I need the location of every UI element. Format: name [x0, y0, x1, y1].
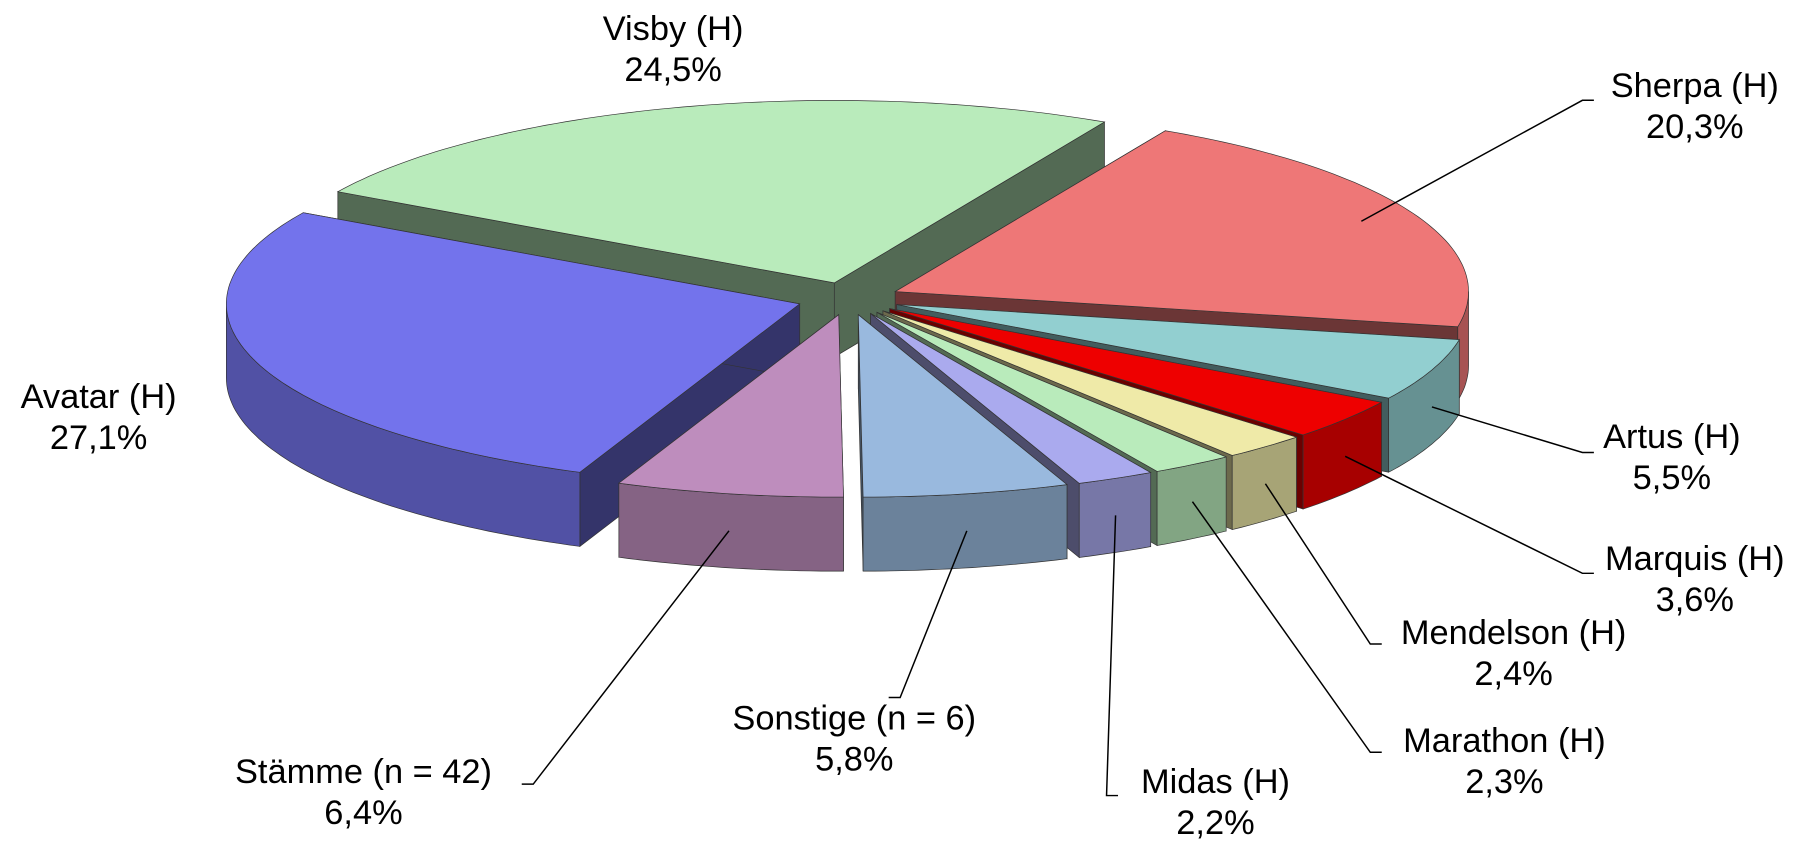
leader-line — [888, 530, 968, 699]
slice — [894, 130, 1469, 328]
slice-wall — [1156, 456, 1227, 546]
slice — [870, 313, 1152, 484]
slice — [618, 314, 844, 498]
leader-line — [1344, 455, 1594, 575]
value-label: 3,6% — [1656, 581, 1734, 619]
value-label: 2,2% — [1176, 804, 1254, 842]
value-label: 5,8% — [815, 741, 893, 779]
slice — [896, 304, 1460, 399]
value-label: 2,3% — [1465, 763, 1543, 801]
leader-line — [1360, 99, 1594, 222]
slice — [857, 313, 1068, 498]
category-label: Artus (H) — [1603, 418, 1741, 456]
category-label: Avatar (H) — [21, 378, 177, 416]
category-label: Visby (H) — [603, 10, 744, 48]
pie — [226, 100, 1469, 572]
value-label: 24,5% — [624, 51, 721, 89]
slice — [882, 310, 1298, 456]
category-label: Sherpa (H) — [1611, 67, 1779, 105]
slice — [889, 308, 1383, 436]
leader-line — [1191, 501, 1382, 753]
slice — [876, 311, 1228, 472]
leader-line — [1264, 483, 1382, 645]
slice — [336, 100, 1106, 284]
category-label: Marathon (H) — [1403, 722, 1606, 760]
slice-wall — [862, 484, 1068, 572]
value-label: 5,5% — [1633, 459, 1711, 497]
category-label: Sonstige (n = 6) — [732, 699, 976, 737]
slice-group — [618, 313, 844, 572]
value-label: 20,3% — [1646, 108, 1743, 146]
slice-group — [857, 313, 1068, 572]
leader-line — [1105, 515, 1119, 797]
category-label: Midas (H) — [1141, 763, 1290, 801]
leader-line — [521, 530, 730, 785]
value-label: 2,4% — [1474, 655, 1552, 693]
leader-line — [1431, 406, 1594, 454]
category-label: Stämme (n = 42) — [235, 753, 492, 791]
slice — [226, 212, 801, 473]
category-label: Marquis (H) — [1605, 540, 1785, 578]
value-label: 6,4% — [324, 794, 402, 832]
category-label: Mendelson (H) — [1401, 614, 1627, 652]
value-label: 27,1% — [50, 419, 147, 457]
